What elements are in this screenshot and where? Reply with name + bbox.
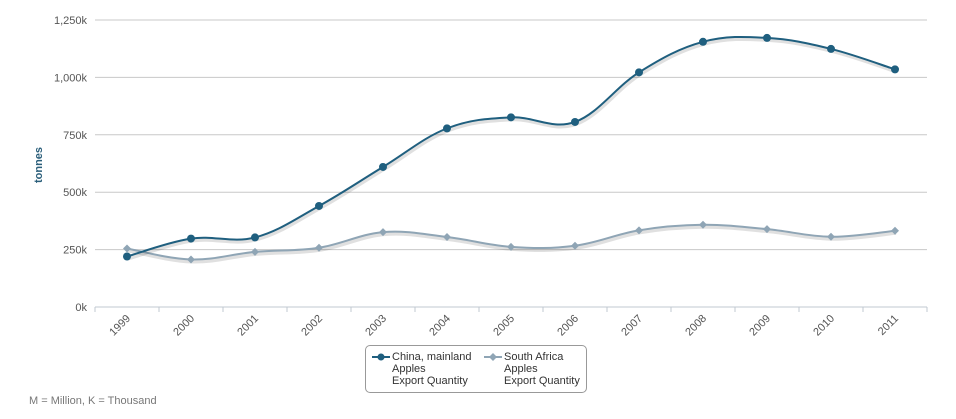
data-point[interactable] xyxy=(251,247,259,256)
x-tick-label: 1999 xyxy=(107,313,133,339)
x-tick-label: 2000 xyxy=(171,313,197,339)
x-axis: 1999 2000 2001 2002 2003 2004 2005 2006 2007 2008… xyxy=(94,307,928,339)
series-line xyxy=(126,35,896,258)
legend-label-china-line2: Apples xyxy=(392,363,426,375)
series-group xyxy=(123,33,899,264)
x-tick-label: 2002 xyxy=(299,313,325,339)
y-axis-ticks: 0k 250k 500k 750k 1,000k 1,250k xyxy=(54,15,88,314)
x-tick-label: 2005 xyxy=(491,313,517,339)
data-point[interactable] xyxy=(187,234,195,243)
data-point[interactable] xyxy=(891,65,899,74)
x-tick-label: 2006 xyxy=(555,313,581,339)
data-point[interactable] xyxy=(827,44,835,53)
data-point[interactable] xyxy=(315,243,323,252)
data-point[interactable] xyxy=(571,241,579,250)
data-point[interactable] xyxy=(379,162,387,171)
legend-label-south-africa-line1: South Africa xyxy=(504,351,564,363)
x-tick-label: 2003 xyxy=(363,313,389,339)
grid-lines xyxy=(95,19,927,308)
y-axis-label: tonnes xyxy=(33,147,45,183)
data-point[interactable] xyxy=(699,37,707,46)
data-point[interactable] xyxy=(507,242,515,251)
y-tick-label: 1,000k xyxy=(54,72,88,84)
y-tick-label: 500k xyxy=(63,187,87,199)
legend-label-south-africa-line2: Apples xyxy=(504,363,538,375)
x-tick-label: 2010 xyxy=(811,313,837,339)
data-point[interactable] xyxy=(827,232,835,241)
data-point[interactable] xyxy=(443,124,451,133)
data-point[interactable] xyxy=(635,68,643,77)
x-tick-label: 2009 xyxy=(747,313,773,339)
line-chart: 0k 250k 500k 750k 1,000k 1,250k tonnes 1999 20… xyxy=(33,15,928,339)
y-tick-label: 250k xyxy=(63,245,87,257)
x-tick-label: 2001 xyxy=(235,313,261,339)
data-point[interactable] xyxy=(763,225,771,234)
series-line-shadow xyxy=(127,36,897,261)
data-point[interactable] xyxy=(443,232,451,241)
legend-label-south-africa-line3: Export Quantity xyxy=(504,375,580,387)
legend-swatch-south-africa xyxy=(484,353,502,361)
data-point[interactable] xyxy=(891,226,899,235)
data-point[interactable] xyxy=(315,201,323,210)
data-point[interactable] xyxy=(123,244,131,253)
data-point[interactable] xyxy=(123,252,131,261)
data-point[interactable] xyxy=(251,233,259,242)
data-point[interactable] xyxy=(699,220,707,229)
data-point[interactable] xyxy=(635,226,643,235)
x-tick-label: 2008 xyxy=(683,313,709,339)
data-point[interactable] xyxy=(187,255,195,264)
x-tick-label: 2004 xyxy=(427,313,453,339)
y-tick-label: 0k xyxy=(75,302,87,314)
x-tick-label: 2011 xyxy=(876,313,901,338)
legend-swatch-china xyxy=(372,353,390,361)
data-point[interactable] xyxy=(507,113,515,122)
data-point[interactable] xyxy=(379,228,387,237)
y-tick-label: 750k xyxy=(63,130,87,142)
legend: China, mainland Apples Export Quantity S… xyxy=(365,345,587,393)
legend-label-china-line3: Export Quantity xyxy=(392,375,468,387)
legend-label-china-line1: China, mainland xyxy=(392,351,472,363)
footnote: M = Million, K = Thousand xyxy=(29,395,157,407)
y-tick-label: 1,250k xyxy=(54,15,88,27)
x-tick-label: 2007 xyxy=(619,313,645,339)
data-point[interactable] xyxy=(571,117,579,126)
data-point[interactable] xyxy=(763,33,771,42)
